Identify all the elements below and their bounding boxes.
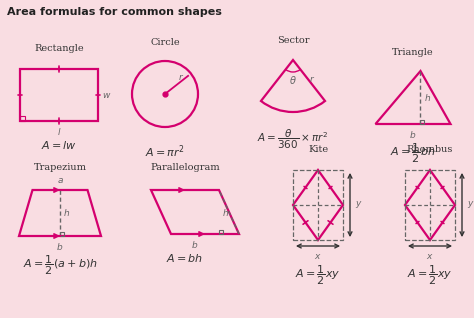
Text: $A = \dfrac{1}{2}bh$: $A = \dfrac{1}{2}bh$: [390, 142, 436, 165]
Text: $x$: $x$: [426, 252, 434, 261]
Text: $y$: $y$: [467, 199, 474, 211]
Text: $A = \dfrac{1}{2}xy$: $A = \dfrac{1}{2}xy$: [407, 264, 453, 287]
Text: $b$: $b$: [410, 129, 417, 140]
Text: $h$: $h$: [63, 208, 70, 218]
Text: Sector: Sector: [277, 36, 309, 45]
Text: Trapezium: Trapezium: [34, 163, 86, 172]
Text: $A = \dfrac{1}{2}(a+b)h$: $A = \dfrac{1}{2}(a+b)h$: [23, 254, 98, 278]
Text: $h$: $h$: [222, 206, 229, 218]
Text: Rhombus: Rhombus: [407, 145, 453, 154]
Text: Rectangle: Rectangle: [34, 44, 84, 53]
Text: Area formulas for common shapes: Area formulas for common shapes: [7, 7, 222, 17]
Text: $b$: $b$: [56, 241, 64, 252]
Text: $A = \pi r^2$: $A = \pi r^2$: [145, 143, 185, 160]
Text: $h$: $h$: [425, 92, 432, 103]
Text: $a$: $a$: [56, 176, 64, 185]
Text: $\theta$: $\theta$: [289, 74, 297, 86]
Text: $w$: $w$: [102, 91, 111, 100]
Text: $r$: $r$: [178, 72, 184, 82]
Text: Triangle: Triangle: [392, 48, 434, 57]
Text: Parallelogram: Parallelogram: [150, 163, 220, 172]
Text: Kite: Kite: [308, 145, 328, 154]
Text: $r$: $r$: [309, 74, 315, 84]
Text: Circle: Circle: [150, 38, 180, 47]
Text: $A = \dfrac{1}{2}xy$: $A = \dfrac{1}{2}xy$: [295, 264, 341, 287]
Text: $A = \dfrac{\theta}{360} \times \pi r^2$: $A = \dfrac{\theta}{360} \times \pi r^2$: [257, 128, 328, 151]
Text: $l$: $l$: [57, 126, 61, 137]
Text: $x$: $x$: [314, 252, 322, 261]
Text: $y$: $y$: [355, 199, 363, 211]
Text: $b$: $b$: [191, 239, 199, 250]
Text: $A = lw$: $A = lw$: [41, 139, 77, 151]
Text: $A = bh$: $A = bh$: [166, 252, 204, 264]
